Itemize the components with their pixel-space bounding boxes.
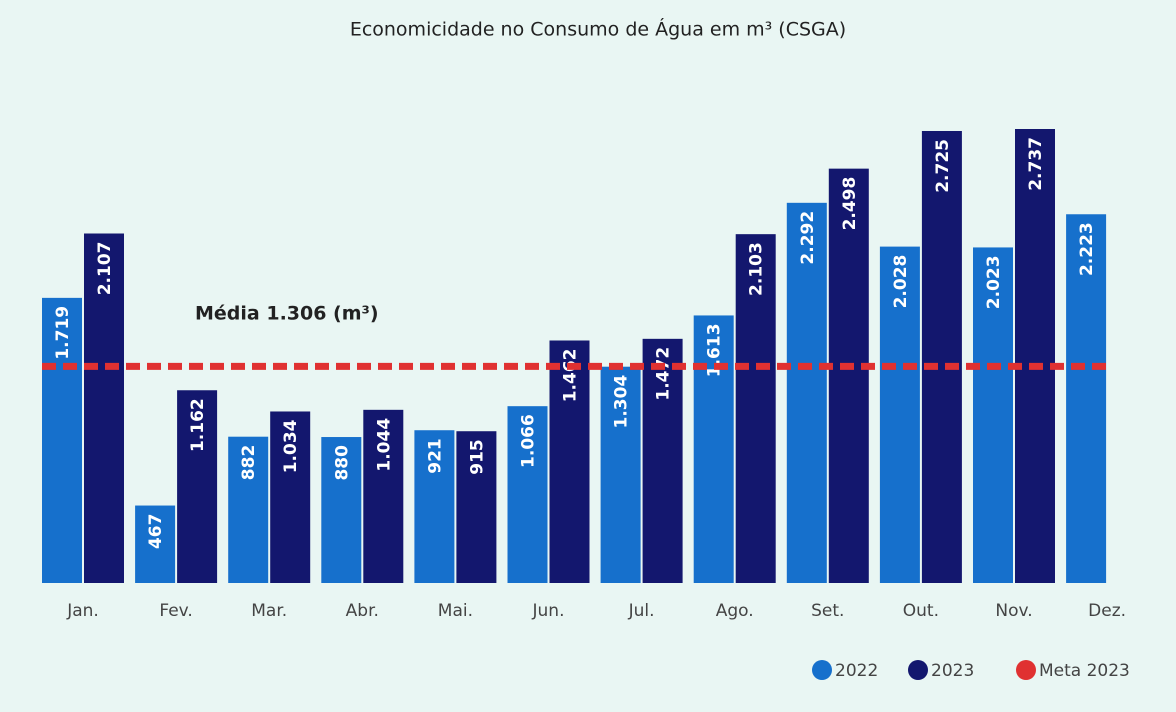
legend-swatch bbox=[1016, 660, 1036, 680]
bar bbox=[270, 411, 311, 583]
x-tick-label: Ago. bbox=[716, 601, 754, 621]
data-label: 2.737 bbox=[1026, 137, 1046, 191]
x-tick-label: Fev. bbox=[159, 601, 192, 621]
bar bbox=[735, 234, 776, 583]
data-label: 915 bbox=[467, 439, 487, 475]
data-label: 2.725 bbox=[933, 139, 953, 193]
bar bbox=[693, 315, 734, 583]
annotation: Média 1.306 (m³) bbox=[195, 303, 379, 325]
bar bbox=[321, 437, 362, 583]
legend-label: 2022 bbox=[835, 661, 878, 681]
data-label: 1.162 bbox=[188, 398, 208, 452]
legend-swatch bbox=[908, 660, 928, 680]
data-label: 1.034 bbox=[281, 419, 301, 473]
x-tick-label: Jun. bbox=[532, 601, 565, 621]
bar bbox=[973, 247, 1013, 583]
data-label: 2.107 bbox=[95, 242, 115, 296]
bar bbox=[228, 436, 269, 583]
data-label: 2.498 bbox=[840, 177, 860, 231]
bar bbox=[42, 297, 82, 583]
bar bbox=[363, 409, 404, 583]
data-label: 2.292 bbox=[798, 211, 818, 265]
bar bbox=[1066, 214, 1107, 584]
bar bbox=[84, 233, 124, 583]
bar bbox=[456, 431, 497, 583]
bar bbox=[549, 340, 590, 583]
data-label: 1.304 bbox=[612, 375, 632, 429]
data-label: 921 bbox=[425, 438, 445, 474]
x-tick-label: Set. bbox=[811, 601, 844, 621]
chart-title: Economicidade no Consumo de Água em m³ (… bbox=[350, 18, 846, 41]
bar bbox=[600, 366, 641, 583]
bar bbox=[414, 430, 455, 583]
data-label: 2.023 bbox=[984, 255, 1004, 309]
bar bbox=[507, 406, 548, 583]
data-label: 1.719 bbox=[53, 306, 73, 360]
bar bbox=[135, 505, 176, 583]
data-label: 1.044 bbox=[374, 418, 394, 472]
x-tick-label: Jan. bbox=[66, 601, 99, 621]
data-label: 1.462 bbox=[561, 348, 581, 402]
bar bbox=[642, 338, 683, 583]
legend-label: Meta 2023 bbox=[1039, 661, 1130, 681]
data-label: 1.472 bbox=[654, 347, 674, 401]
x-tick-label: Mai. bbox=[438, 601, 473, 621]
legend-swatch bbox=[812, 660, 832, 680]
x-tick-label: Dez. bbox=[1088, 601, 1126, 621]
x-tick-label: Nov. bbox=[995, 601, 1032, 621]
data-label: 467 bbox=[146, 514, 166, 550]
data-label: 880 bbox=[332, 445, 352, 481]
bar bbox=[828, 168, 869, 583]
data-label: 2.223 bbox=[1077, 222, 1097, 276]
bar bbox=[921, 130, 962, 584]
data-label: 2.028 bbox=[891, 255, 911, 309]
x-tick-label: Jul. bbox=[628, 601, 655, 621]
bar bbox=[1015, 129, 1055, 583]
bar bbox=[879, 246, 920, 583]
data-label: 2.103 bbox=[747, 242, 767, 296]
data-label: 1.066 bbox=[519, 414, 539, 468]
x-tick-label: Mar. bbox=[251, 601, 287, 621]
x-tick-label: Abr. bbox=[346, 601, 379, 621]
bar bbox=[177, 390, 218, 583]
bar bbox=[786, 202, 827, 583]
x-tick-label: Out. bbox=[903, 601, 939, 621]
legend-label: 2023 bbox=[931, 661, 974, 681]
data-label: 882 bbox=[239, 445, 259, 481]
